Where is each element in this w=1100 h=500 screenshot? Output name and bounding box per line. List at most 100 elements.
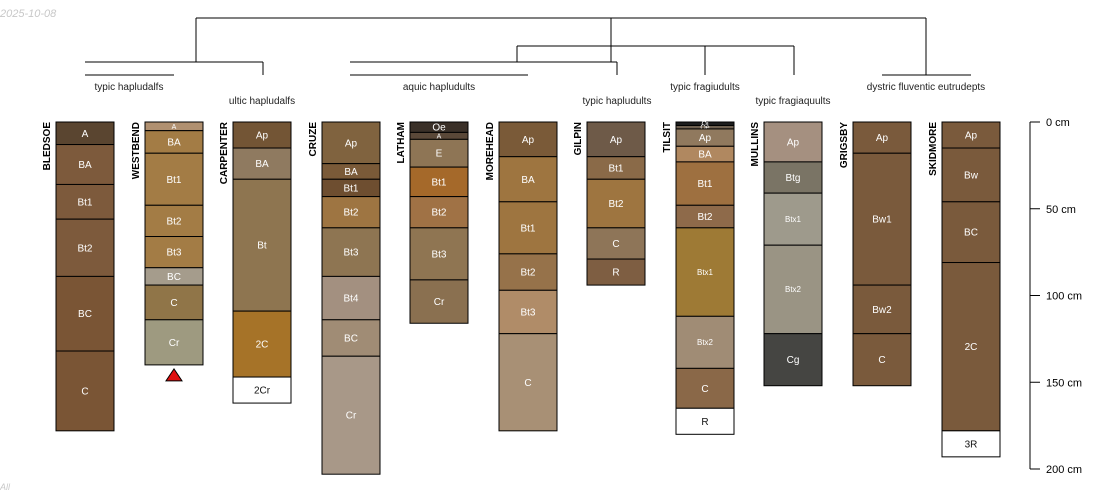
profile-name: CARPENTER — [219, 121, 230, 184]
horizon-block — [232, 310, 292, 378]
horizon-block — [55, 350, 115, 432]
depth-tick-label: 200 cm — [1046, 464, 1082, 476]
horizon-label: 2C — [965, 342, 978, 353]
horizon-label: Cr — [169, 338, 180, 349]
horizon-block — [409, 279, 469, 324]
profile-name: CRUZE — [308, 122, 319, 157]
horizon-label: BA — [521, 175, 535, 186]
horizon-label: E — [436, 149, 443, 160]
horizon-block — [763, 333, 823, 387]
horizon-label: Ap — [965, 131, 978, 142]
horizon-label: Bt2 — [608, 199, 623, 210]
horizon-label: 3R — [965, 439, 978, 450]
horizon-label: Ap — [256, 131, 269, 142]
horizon-block — [409, 166, 469, 198]
horizon-block — [941, 262, 1001, 432]
profile-name: GILPIN — [573, 122, 584, 155]
horizon-label: C — [701, 384, 708, 395]
horizon-block — [941, 121, 1001, 149]
horizon-block — [852, 121, 912, 154]
horizon-label: Bt3 — [343, 248, 358, 259]
horizon-label: Bt1 — [343, 183, 358, 194]
horizon-block — [941, 430, 1001, 458]
horizon-block — [586, 178, 646, 229]
horizon-block — [55, 218, 115, 277]
taxon-label: typic fragiaquults — [755, 96, 830, 107]
horizon-label: Bt3 — [431, 249, 446, 260]
horizon-label: Bt2 — [431, 208, 446, 219]
taxon-label: typic hapludults — [583, 96, 652, 107]
horizon-block — [675, 367, 735, 409]
profile-name: GRIGSBY — [839, 122, 850, 168]
horizon-block — [498, 289, 558, 335]
horizon-block — [675, 161, 735, 206]
horizon-label: Bt — [257, 241, 267, 252]
profile-name: MULLINS — [750, 122, 761, 167]
horizon-label: Bt1 — [697, 179, 712, 190]
profile-name: SKIDMORE — [928, 122, 939, 176]
horizon-label: R — [701, 417, 708, 428]
horizon-label: C — [524, 378, 531, 389]
horizon-label: Cr — [434, 297, 445, 308]
truncation-marker — [165, 367, 183, 382]
horizon-label: Oe — [432, 123, 446, 134]
taxon-label: ultic hapludalfs — [229, 96, 295, 107]
profile-name: LATHAM — [396, 122, 407, 163]
horizon-block — [409, 227, 469, 281]
horizon-label: Oe — [700, 125, 709, 132]
horizon-block — [941, 201, 1001, 264]
horizon-label: Bt2 — [520, 268, 535, 279]
horizon-label: Cr — [346, 411, 357, 422]
horizon-block — [232, 376, 292, 404]
horizon-label: Bt1 — [77, 197, 92, 208]
horizon-block — [586, 121, 646, 158]
horizon-label: Bt1 — [431, 177, 446, 188]
horizon-label: A — [172, 124, 177, 131]
horizon-label: Btx2 — [697, 338, 714, 347]
horizon-block — [321, 227, 381, 277]
horizon-block — [498, 121, 558, 158]
horizon-label: BA — [698, 150, 712, 161]
horizon-block — [232, 147, 292, 180]
horizon-label: Bt1 — [608, 163, 623, 174]
depth-tick-label: 50 cm — [1046, 204, 1076, 216]
horizon-label: Btx1 — [785, 215, 802, 224]
horizon-label: 2C — [256, 340, 269, 351]
taxon-label: typic fragiudults — [670, 82, 739, 93]
horizon-label: A — [437, 133, 442, 140]
horizon-block — [55, 183, 115, 220]
profile-name: BLEDSOE — [42, 122, 53, 171]
horizon-block — [498, 201, 558, 255]
horizon-block — [852, 333, 912, 387]
horizon-label: BC — [344, 334, 358, 345]
horizon-label: BA — [344, 167, 358, 178]
horizon-label: Bt3 — [520, 307, 535, 318]
depth-tick-label: 0 cm — [1046, 117, 1070, 129]
horizon-block — [55, 275, 115, 352]
horizon-label: Ap — [876, 133, 889, 144]
horizon-block — [321, 319, 381, 357]
horizon-block — [321, 275, 381, 321]
taxon-label: aquic hapludults — [403, 82, 475, 93]
horizon-block — [763, 121, 823, 163]
horizon-block — [144, 284, 204, 321]
horizon-label: Ap — [345, 138, 358, 149]
horizon-block — [586, 227, 646, 260]
horizon-label: Bw — [964, 170, 979, 181]
horizon-label: C — [81, 386, 88, 397]
horizon-block — [321, 121, 381, 165]
taxon-label: dystric fluventic eutrudepts — [867, 82, 985, 93]
horizon-label: Ap — [787, 137, 800, 148]
horizon-block — [321, 355, 381, 475]
horizon-label: BC — [78, 309, 92, 320]
horizon-block — [852, 152, 912, 286]
horizon-label: Bt3 — [166, 248, 181, 259]
horizon-block — [144, 319, 204, 366]
horizon-label: Bt4 — [343, 294, 358, 305]
horizon-block — [498, 333, 558, 432]
horizon-label: BA — [255, 159, 269, 170]
depth-tick-label: 150 cm — [1046, 377, 1082, 389]
horizon-label: BC — [964, 228, 978, 239]
horizon-block — [144, 204, 204, 238]
